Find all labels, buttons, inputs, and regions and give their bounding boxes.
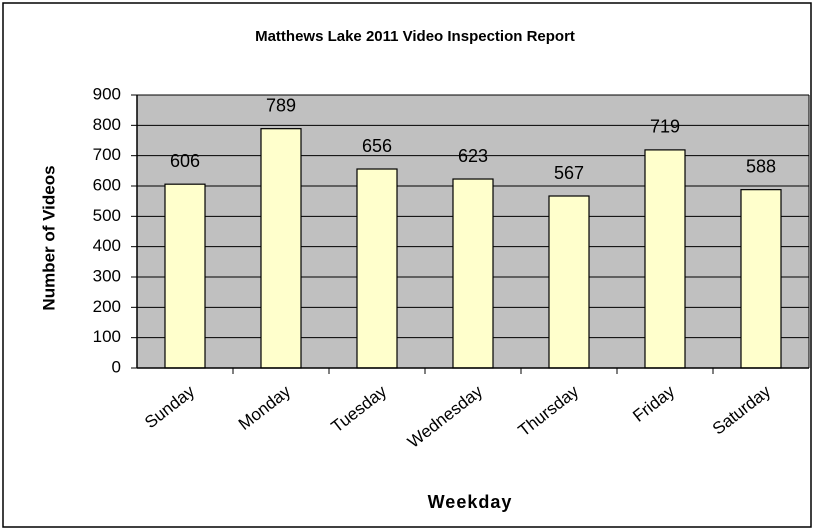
data-label: 623 (458, 146, 488, 166)
y-axis-label: Number of Videos (39, 165, 58, 310)
data-label: 567 (554, 163, 584, 183)
y-tick-label: 900 (93, 84, 121, 103)
bar (164, 183, 206, 369)
data-label: 588 (746, 156, 776, 176)
bar (452, 178, 494, 369)
y-tick-label: 300 (93, 266, 121, 285)
data-label: 789 (266, 95, 296, 115)
y-tick-label: 0 (112, 357, 121, 376)
y-tick-label: 100 (93, 327, 121, 346)
bar (356, 168, 398, 369)
data-label: 719 (650, 117, 680, 137)
data-label: 656 (362, 136, 392, 156)
y-tick-label: 700 (93, 145, 121, 164)
chart-title: Matthews Lake 2011 Video Inspection Repo… (255, 28, 575, 45)
y-tick-label: 400 (93, 236, 121, 255)
bar (644, 149, 686, 369)
bar (740, 189, 782, 369)
y-tick-label: 500 (93, 206, 121, 225)
y-tick-label: 600 (93, 175, 121, 194)
bar (548, 195, 590, 369)
y-tick-label: 200 (93, 297, 121, 316)
bar (260, 128, 302, 369)
y-tick-label: 800 (93, 115, 121, 134)
data-label: 606 (170, 151, 200, 171)
x-axis-label: Weekday (428, 492, 513, 512)
